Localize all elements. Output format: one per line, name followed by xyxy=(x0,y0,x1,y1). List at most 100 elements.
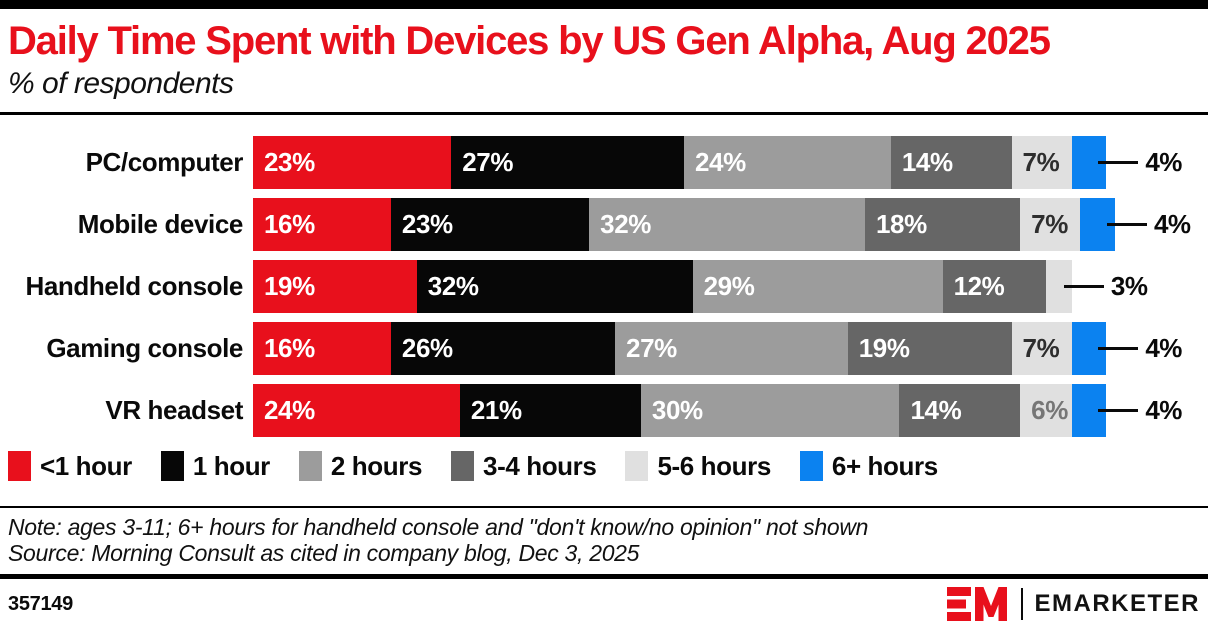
bar-segment-h1: 27% xyxy=(451,136,684,189)
callout-line xyxy=(1098,347,1139,350)
top-border xyxy=(0,0,1208,9)
legend-label: 3-4 hours xyxy=(483,450,597,481)
legend-item: 1 hour xyxy=(160,450,270,482)
bar-segment-h34: 12% xyxy=(942,260,1046,313)
header-divider xyxy=(0,112,1208,115)
legend-label: 6+ hours xyxy=(831,450,938,481)
bar-segment-h2: 32% xyxy=(589,198,865,251)
legend-color-chip xyxy=(298,451,322,481)
footer-divider xyxy=(0,574,1208,579)
segment-value-label: 7% xyxy=(1022,333,1060,363)
bar-segment-h2: 30% xyxy=(640,384,900,437)
segment-value-label: 18% xyxy=(875,209,927,239)
chart-rows: PC/computer 23% 27% 24% 14% 7% 4% Mobile device… xyxy=(0,136,1208,437)
segment-value-label: 32% xyxy=(427,271,479,301)
bar-segment-h2: 29% xyxy=(692,260,943,313)
callout-value-label: 4% xyxy=(1145,147,1182,177)
bar-segment-h34: 14% xyxy=(899,384,1021,437)
bar-segment-lt1: 16% xyxy=(253,198,391,251)
bar-segment-h2: 27% xyxy=(615,322,848,375)
legend-color-chip xyxy=(799,451,823,481)
bar-segment-h34: 18% xyxy=(864,198,1021,251)
bar-segment-lt1: 19% xyxy=(253,260,417,313)
segment-value-label: 32% xyxy=(600,209,651,239)
legend-label: 2 hours xyxy=(330,450,423,481)
emarketer-logo-mark-icon xyxy=(947,587,1008,621)
bar-segment-h34: 19% xyxy=(847,322,1012,375)
legend-item: <1 hour xyxy=(8,451,132,482)
legend-item: 6+ hours xyxy=(799,450,938,482)
segment-value-label: 14% xyxy=(901,147,953,177)
note-text: Note: ages 3-11; 6+ hours for handheld c… xyxy=(8,514,869,540)
source-text: Source: Morning Consult as cited in comp… xyxy=(8,540,640,566)
legend-color-chip xyxy=(451,451,475,481)
category-label: Mobile device xyxy=(77,209,244,239)
legend-label: 1 hour xyxy=(192,450,270,481)
emarketer-logo: EMARKETER xyxy=(947,587,1200,621)
bar-segment-h1: 32% xyxy=(416,260,693,313)
segment-value-label: 16% xyxy=(264,209,315,239)
segment-value-label: 7% xyxy=(1022,147,1060,177)
segment-value-label: 26% xyxy=(401,333,453,363)
bar-segment-h1: 26% xyxy=(390,322,616,375)
segment-value-label: 23% xyxy=(264,147,315,177)
chart-row: Gaming console 16% 26% 27% 19% 7% 4% xyxy=(0,322,1208,375)
chart-subtitle: % of respondents xyxy=(8,67,234,100)
bar-segment-h1: 21% xyxy=(459,384,641,437)
segment-value-label: 7% xyxy=(1031,209,1068,239)
legend-label: 5-6 hours xyxy=(657,450,771,481)
legend-item: 3-4 hours xyxy=(451,450,597,482)
chart-row: Mobile device 16% 23% 32% 18% 7% 4% xyxy=(0,198,1208,251)
segment-value-label: 29% xyxy=(703,271,755,301)
segment-value-label: 24% xyxy=(694,147,746,177)
bar-segment-h56: 7% xyxy=(1011,136,1072,189)
stacked-bar-chart: PC/computer 23% 27% 24% 14% 7% 4% Mobile device… xyxy=(0,115,1208,482)
callout-line xyxy=(1063,285,1104,288)
legend-color-chip xyxy=(160,451,184,481)
bar-segment-h1: 23% xyxy=(390,198,590,251)
legend-color-chip xyxy=(625,451,649,481)
segment-value-label: 27% xyxy=(462,147,514,177)
callout-value-label: 4% xyxy=(1145,395,1182,425)
callout-line xyxy=(1106,223,1147,226)
callout-value-label: 3% xyxy=(1110,271,1148,301)
notes: Note: ages 3-11; 6+ hours for handheld c… xyxy=(0,508,1208,574)
chart-row: Handheld console 19% 32% 29% 12% 3% xyxy=(0,260,1208,313)
chart-row: PC/computer 23% 27% 24% 14% 7% 4% xyxy=(0,136,1208,189)
chart-id: 357149 xyxy=(8,592,73,615)
brand-name: EMARKETER xyxy=(1034,590,1200,617)
callout-value-label: 4% xyxy=(1145,333,1182,363)
chart-row: VR headset 24% 21% 30% 14% 6% 4% xyxy=(0,384,1208,437)
chart-title: Daily Time Spent with Devices by US Gen … xyxy=(8,19,1051,63)
category-label: Gaming console xyxy=(46,333,243,363)
segment-value-label: 19% xyxy=(264,271,315,301)
segment-value-label: 12% xyxy=(953,271,1005,301)
segment-value-label: 19% xyxy=(858,333,910,363)
note-divider xyxy=(0,506,1208,508)
category-label: VR headset xyxy=(105,395,243,425)
legend: <1 hour 1 hour 2 hours 3-4 hours 5-6 hours 6+… xyxy=(8,450,1208,482)
category-label: Handheld console xyxy=(25,271,243,301)
bar-segment-lt1: 24% xyxy=(253,384,460,437)
callout-line xyxy=(1098,161,1139,164)
legend-item: 2 hours xyxy=(298,450,423,482)
segment-value-label: 14% xyxy=(910,395,962,425)
legend-item: 5-6 hours xyxy=(625,450,771,482)
segment-value-label: 6% xyxy=(1031,395,1068,425)
bar-segment-lt1: 23% xyxy=(253,136,452,189)
legend-label: <1 hour xyxy=(40,450,132,481)
callout-line xyxy=(1098,409,1139,412)
bar-segment-h56: 7% xyxy=(1011,322,1072,375)
header: Daily Time Spent with Devices by US Gen … xyxy=(0,9,1208,112)
bar-segment-lt1: 16% xyxy=(253,322,391,375)
legend-color-chip xyxy=(8,451,31,481)
bar-segment-h34: 14% xyxy=(890,136,1012,189)
category-label: PC/computer xyxy=(85,147,244,177)
bar-segment-h56: 7% xyxy=(1020,198,1081,251)
bar-segment-h56: 6% xyxy=(1020,384,1072,437)
segment-value-label: 30% xyxy=(651,395,703,425)
segment-value-label: 24% xyxy=(264,395,315,425)
segment-value-label: 27% xyxy=(626,333,677,363)
callout-value-label: 4% xyxy=(1153,209,1191,239)
